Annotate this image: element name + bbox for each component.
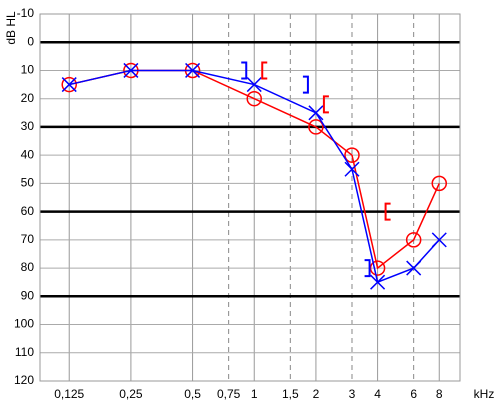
y-axis-label: dB HL <box>4 11 18 45</box>
y-tick-label: 120 <box>14 373 34 387</box>
y-tick-label: 60 <box>21 204 35 218</box>
marker-cross <box>246 77 262 93</box>
marker-circle <box>61 76 77 93</box>
y-tick-label: 30 <box>21 119 35 133</box>
x-tick-label: 2 <box>313 387 320 401</box>
y-tick-label: 100 <box>14 317 34 331</box>
marker-circle <box>308 119 324 135</box>
y-tick-label: 0 <box>27 34 34 48</box>
marker-cross <box>370 274 386 290</box>
x-tick-label: 0,5 <box>184 387 201 401</box>
x-tick-label: 0,25 <box>119 387 143 401</box>
bone-marker <box>322 95 329 114</box>
marker-circle <box>246 90 262 107</box>
y-tick-label: 90 <box>21 288 35 302</box>
y-tick-label: -10 <box>17 6 35 20</box>
marker-cross <box>431 232 447 248</box>
x-tick-label: 6 <box>410 387 417 401</box>
x-tick-label: 0,125 <box>54 387 84 401</box>
marker-cross <box>185 62 201 78</box>
y-tick-label: 20 <box>21 91 35 105</box>
marker-circle <box>405 232 422 248</box>
marker-cross <box>406 260 422 276</box>
x-tick-label: 8 <box>436 387 443 401</box>
y-tick-label: 80 <box>21 260 35 274</box>
y-tick-label: 50 <box>21 176 35 190</box>
bone-marker <box>261 61 268 80</box>
y-tick-label: 10 <box>21 63 35 77</box>
x-axis-label: kHz <box>474 387 495 401</box>
x-tick-label: 3 <box>349 387 356 401</box>
x-tick-label: 1,5 <box>282 387 299 401</box>
plot-frame <box>39 13 461 382</box>
y-tick-label: 40 <box>21 147 35 161</box>
y-tick-label: 70 <box>21 232 35 246</box>
marker-cross <box>123 62 139 78</box>
marker-circle <box>431 175 448 192</box>
bone-marker <box>241 61 248 80</box>
marker-cross <box>308 105 324 121</box>
y-tick-label: 110 <box>15 345 34 359</box>
marker-cross <box>344 161 360 177</box>
x-tick-label: 0,75 <box>217 387 241 401</box>
bone-marker <box>384 202 391 221</box>
bone-marker <box>364 259 371 278</box>
marker-cross <box>61 77 77 93</box>
bone-marker <box>302 75 309 94</box>
x-tick-label: 1 <box>251 387 258 401</box>
marker-circle <box>344 147 360 163</box>
x-tick-label: 4 <box>374 387 381 401</box>
